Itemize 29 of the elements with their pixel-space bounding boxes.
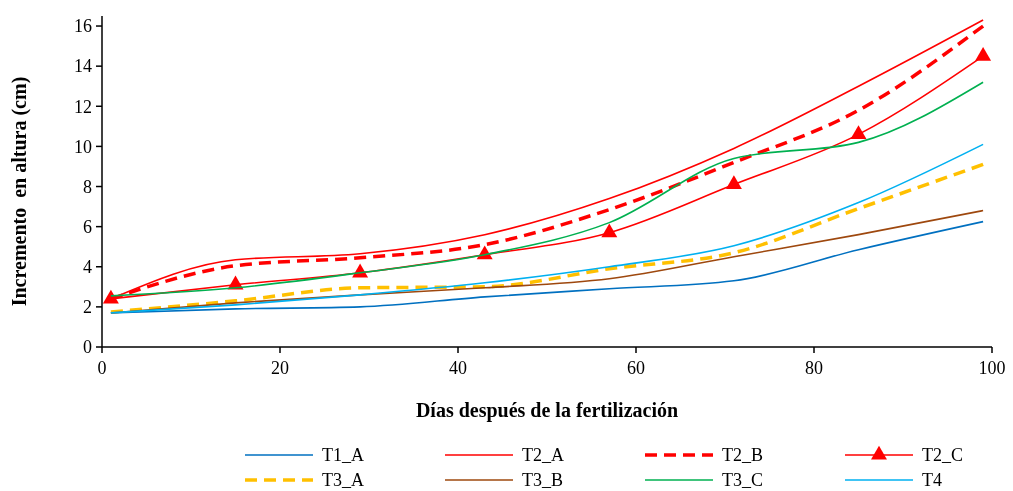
y-tick-label: 0 <box>83 337 92 358</box>
y-tick-label: 12 <box>74 96 92 117</box>
point <box>725 175 742 190</box>
legend-label: T2_B <box>722 445 764 465</box>
y-axis-title: Incremento en altura (cm) <box>8 76 31 307</box>
x-tick-label: 80 <box>805 358 823 378</box>
y-tick-label: 14 <box>74 56 92 77</box>
legend-label: T2_A <box>522 445 564 465</box>
point <box>850 125 867 139</box>
legend-label: T4 <box>922 470 942 490</box>
x-axis-title: Días después de la fertilización <box>415 399 679 422</box>
point <box>601 223 618 238</box>
legend-label: T3_A <box>322 470 364 490</box>
x-tick-label: 60 <box>627 358 645 378</box>
y-tick-label: 8 <box>83 176 92 197</box>
x-tick-label: 20 <box>271 358 289 378</box>
point <box>975 46 992 61</box>
y-tick-label: 4 <box>83 257 92 278</box>
legend-label: T1_A <box>322 445 364 465</box>
legend-label: T3_B <box>522 470 564 490</box>
x-tick-label: 0 <box>97 358 107 378</box>
legend-label: T2_C <box>922 445 964 465</box>
y-tick-label: 16 <box>74 16 92 37</box>
x-tick-label: 40 <box>449 358 467 378</box>
legend-label: T3_C <box>722 470 764 490</box>
x-tick-label: 100 <box>978 358 1006 378</box>
y-tick-label: 2 <box>83 297 92 318</box>
y-tick-label: 10 <box>74 136 92 157</box>
y-tick-label: 6 <box>83 216 92 237</box>
